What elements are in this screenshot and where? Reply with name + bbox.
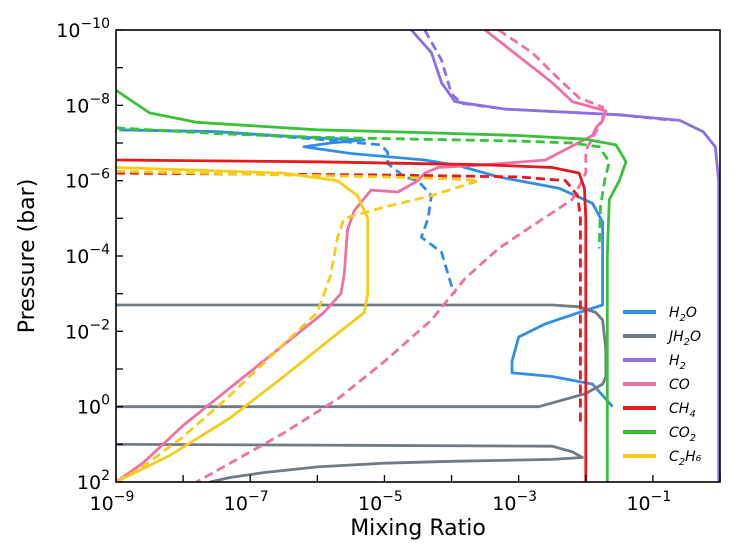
x-tick-label: 10−7 [224, 489, 269, 515]
x-tick-label: 10−5 [358, 489, 403, 515]
series-line-2 [116, 303, 608, 409]
y-tick-label: 10−4 [65, 242, 110, 268]
y-tick-label: 10−6 [65, 167, 110, 193]
x-tick-label: 10−9 [90, 489, 135, 515]
legend-label: H2O [669, 305, 697, 324]
series-line-3 [116, 442, 584, 482]
x-tick-label: 10−3 [492, 489, 537, 515]
x-axis-title: Mixing Ratio [350, 516, 486, 541]
series-line-8 [116, 158, 588, 482]
y-tick-label: 10−8 [65, 91, 110, 117]
series-line-6 [116, 30, 608, 482]
x-tick-label: 10−1 [626, 489, 671, 515]
ticks-layer: 10−9 10−7 10−5 10−3 10−1 10−10 10−8 10−6 10−4 10−… [56, 16, 721, 515]
series-layer [116, 30, 720, 482]
series-line-1 [119, 128, 457, 295]
series-line-10 [116, 89, 628, 482]
legend-label: CH4 [669, 401, 696, 420]
series-line-9 [116, 171, 582, 426]
series-line-0 [119, 128, 614, 408]
legend-label: C2H₆ [669, 449, 702, 468]
y-tick-label: 100 [77, 393, 110, 419]
legend-label: JH2O [666, 329, 701, 348]
y-tick-label: 102 [77, 468, 110, 494]
plot-frame [115, 29, 721, 483]
series-line-11 [116, 126, 611, 249]
legend-label: H2 [669, 353, 686, 372]
series-line-5 [423, 30, 674, 122]
y-tick-label: 10−10 [56, 16, 110, 42]
y-tick-label: 10−2 [65, 317, 110, 343]
series-line-13 [116, 169, 480, 482]
legend-label: CO2 [669, 425, 696, 444]
legend: H2O JH2O H2 CO CH4 CO2 C2H₆ [623, 305, 702, 468]
series-line-7 [195, 30, 604, 482]
series-line-12 [116, 166, 370, 482]
y-axis-title: Pressure (bar) [15, 179, 40, 334]
legend-label: CO [669, 377, 690, 393]
